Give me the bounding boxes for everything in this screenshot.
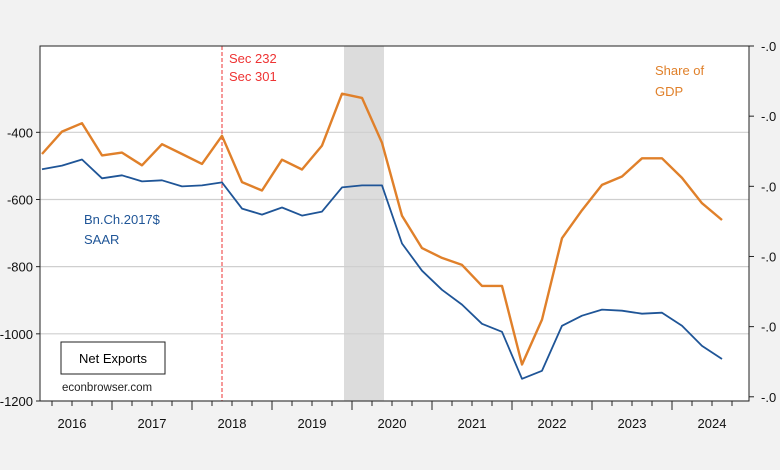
series-line-share-of-gdp [41,92,723,366]
series-line-bn-ch-2017 [41,158,723,380]
recession-shading [344,46,384,401]
left-axis-tick-label: -1200 [0,394,33,409]
annotation-label-1: Sec 232 [229,51,277,66]
x-axis-tick-label: 2020 [378,416,407,431]
x-axis-tick-label: 2022 [538,416,567,431]
x-axis-tick-label: 2016 [58,416,87,431]
title-box [60,341,166,375]
series-label-orange-2: GDP [655,84,683,99]
right-axis-tick-label: -.0 [761,39,776,54]
right-axis-tick-label: -.0 [761,109,776,124]
left-axis-tick-label: -1000 [0,327,33,342]
annotation-label-2: Sec 301 [229,69,277,84]
chart-title: Net Exports [79,351,147,366]
left-axis-tick-label: -600 [7,192,33,207]
x-axis-tick-label: 2023 [618,416,647,431]
right-axis-tick-label: -.0 [761,320,776,335]
plot-frame [39,45,750,402]
series-label-blue-2: SAAR [84,232,119,247]
right-axis-tick-label: -.0 [761,249,776,264]
x-axis-tick-label: 2024 [698,416,727,431]
series-label-orange-1: Share of [655,63,705,78]
x-axis-tick-label: 2019 [298,416,327,431]
x-axis-tick-label: 2017 [138,416,167,431]
x-axis-tick-label: 2021 [458,416,487,431]
left-axis-tick-label: -400 [7,125,33,140]
right-axis-tick-label: -.0 [761,390,776,405]
left-axis-tick-label: -800 [7,260,33,275]
x-axis-tick-label: 2018 [218,416,247,431]
right-axis-tick-label: -.0 [761,179,776,194]
source-label: econbrowser.com [62,382,152,394]
series-label-blue-1: Bn.Ch.2017$ [84,212,161,227]
